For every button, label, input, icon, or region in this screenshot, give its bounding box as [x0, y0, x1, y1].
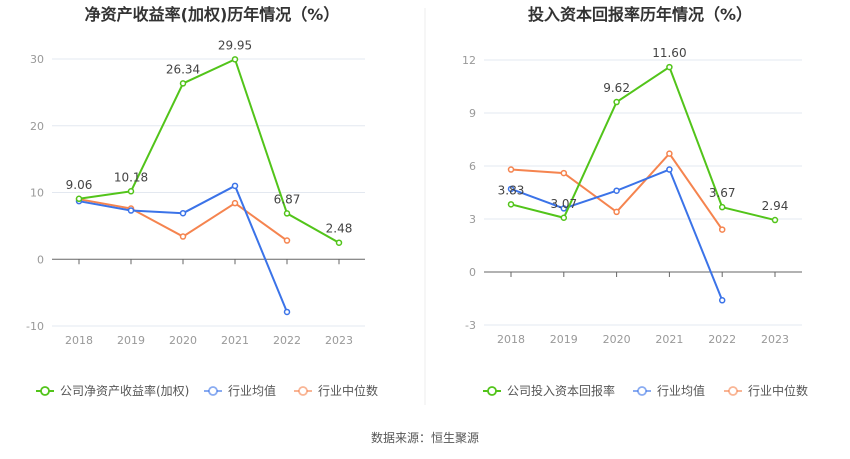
data-point-company — [718, 203, 726, 211]
x-tick-label: 2021 — [655, 333, 683, 346]
source-note: 数据来源：恒生聚源 — [371, 430, 479, 445]
data-point-median — [179, 233, 187, 240]
data-point-company — [613, 98, 620, 106]
legend-item-avg[interactable]: 行业均值 — [204, 383, 276, 398]
legend-label: 行业均值 — [228, 383, 276, 398]
legend-marker-icon — [728, 386, 738, 396]
legend-label: 公司净资产收益率(加权) — [60, 383, 189, 398]
x-tick-label: 2023 — [325, 334, 353, 347]
legend-marker-icon — [487, 386, 497, 396]
data-point-avg — [666, 166, 673, 173]
data-label: 11.60 — [652, 46, 686, 60]
data-point-avg — [718, 297, 726, 304]
data-point-company — [507, 201, 515, 208]
y-tick-label: 3 — [469, 213, 476, 226]
data-point-avg — [613, 187, 620, 194]
y-tick-label: 6 — [469, 160, 476, 173]
x-tick-label: 2023 — [761, 333, 789, 346]
data-point-median — [283, 237, 291, 244]
legend-item-median[interactable]: 行业中位数 — [724, 383, 808, 398]
data-label: 3.67 — [709, 186, 736, 200]
data-label: 10.18 — [114, 170, 148, 184]
data-point-avg — [283, 308, 291, 316]
x-tick-label: 2021 — [221, 334, 249, 347]
legend-marker-icon — [40, 386, 50, 396]
data-label: 3.83 — [498, 183, 525, 197]
y-tick-label: -10 — [26, 320, 44, 333]
data-label: 9.62 — [603, 81, 630, 95]
chart-2: 投入资本回报率历年情况（%） -3 0 3 6 9 12 2018 2019 2020 2021 20… — [462, 5, 808, 398]
x-tick-label: 2022 — [708, 333, 736, 346]
data-point-avg — [231, 182, 239, 190]
legend-item-avg[interactable]: 行业均值 — [633, 383, 705, 398]
legend-label: 行业均值 — [657, 383, 705, 398]
data-point-avg — [127, 207, 135, 214]
y-tick-label: 9 — [469, 107, 476, 120]
legend-marker-icon — [298, 386, 308, 396]
chart-1: 净资产收益率(加权)历年情况（%） -10 0 10 20 30 2018 2019 2020 2… — [26, 5, 378, 398]
data-point-company — [75, 195, 83, 203]
data-point-company — [283, 210, 291, 217]
data-label: 3.07 — [550, 197, 577, 211]
data-label: 6.87 — [274, 192, 301, 206]
x-tick-label: 2022 — [273, 334, 301, 347]
data-point-median — [718, 226, 726, 233]
x-tick-label: 2019 — [117, 334, 145, 347]
data-point-company — [560, 214, 568, 222]
data-point-median — [507, 166, 515, 173]
y-tick-label: 0 — [37, 253, 44, 266]
legend-label: 行业中位数 — [318, 383, 378, 398]
x-tick-label: 2018 — [65, 334, 93, 347]
y-tick-label: 20 — [30, 120, 44, 133]
data-point-company — [666, 63, 673, 71]
data-point-company — [127, 188, 135, 195]
legend-item-company[interactable]: 公司投入资本回报率 — [483, 383, 615, 398]
x-tick-label: 2018 — [497, 333, 525, 346]
data-point-company — [335, 239, 343, 246]
legend-label: 行业中位数 — [748, 383, 808, 398]
chart-title: 投入资本回报率历年情况（%） — [528, 5, 752, 24]
data-label: 2.48 — [326, 222, 353, 236]
data-point-median — [231, 199, 239, 207]
legend-item-median[interactable]: 行业中位数 — [294, 383, 378, 398]
data-point-median — [613, 208, 620, 216]
legend-marker-icon — [208, 386, 218, 396]
data-point-company — [179, 80, 187, 87]
data-point-company — [771, 216, 779, 224]
series-line-company — [510, 65, 776, 222]
x-tick-label: 2019 — [550, 333, 578, 346]
y-tick-label: 12 — [462, 54, 476, 67]
data-point-avg — [179, 209, 187, 217]
x-tick-label: 2020 — [603, 333, 631, 346]
chart-title: 净资产收益率(加权)历年情况（%） — [85, 5, 340, 24]
y-tick-label: -3 — [465, 319, 476, 332]
y-tick-label: 30 — [30, 53, 44, 66]
data-point-median — [666, 150, 673, 157]
y-tick-label: 0 — [469, 266, 476, 279]
legend-marker-icon — [637, 386, 647, 396]
series-line-company — [78, 57, 340, 244]
legend-item-company[interactable]: 公司净资产收益率(加权) — [36, 383, 189, 398]
legend-label: 公司投入资本回报率 — [507, 383, 615, 398]
data-label: 26.34 — [166, 62, 200, 76]
data-label: 9.06 — [66, 178, 93, 192]
data-point-avg — [560, 205, 568, 212]
data-label: 29.95 — [218, 38, 252, 52]
x-tick-label: 2020 — [169, 334, 197, 347]
data-point-avg — [507, 185, 515, 193]
data-label: 2.94 — [762, 199, 789, 213]
data-point-median — [560, 169, 568, 177]
y-tick-label: 10 — [30, 187, 44, 200]
data-point-company — [231, 56, 239, 63]
